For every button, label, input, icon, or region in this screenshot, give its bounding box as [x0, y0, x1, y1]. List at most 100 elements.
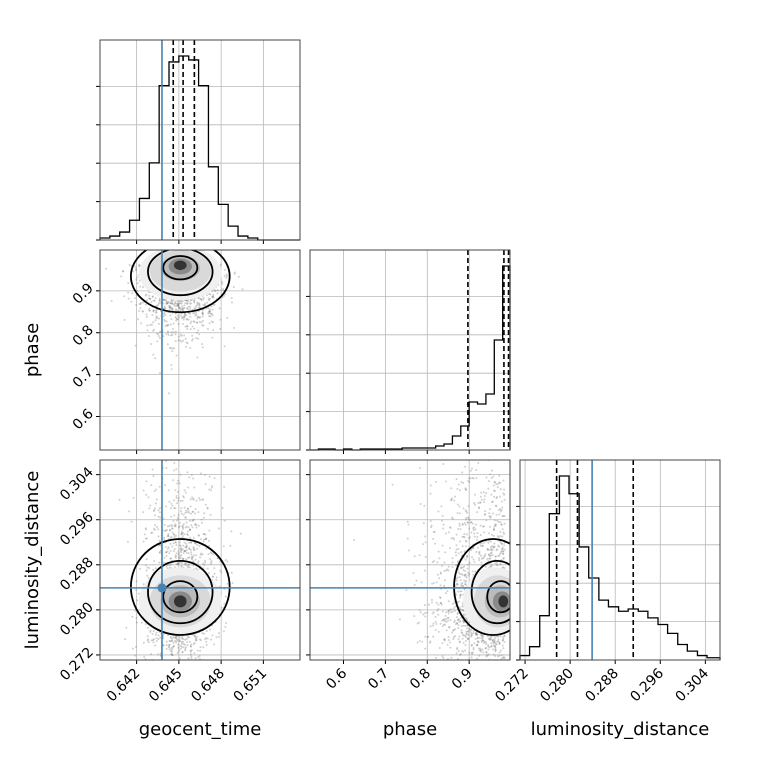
sample-point: [223, 602, 226, 605]
sample-point: [442, 462, 445, 465]
sample-point: [196, 337, 199, 340]
sample-point: [183, 506, 186, 509]
sample-point: [175, 468, 178, 471]
sample-point: [501, 457, 503, 459]
sample-point: [494, 649, 497, 652]
sample-point: [208, 293, 211, 296]
sample-point: [179, 309, 182, 312]
sample-point: [154, 514, 157, 517]
sample-point: [211, 484, 214, 487]
sample-point: [452, 629, 455, 632]
sample-point: [153, 490, 156, 493]
sample-point: [488, 515, 491, 518]
sample-point: [483, 641, 486, 644]
sample-point: [186, 324, 189, 327]
sample-point: [489, 554, 492, 557]
sample-point: [487, 541, 490, 544]
sample-point: [493, 519, 496, 522]
sample-point: [174, 541, 177, 544]
sample-point: [173, 304, 176, 307]
sample-point: [499, 541, 502, 544]
x-tick-label-geocent_time: 0.642: [104, 666, 144, 706]
sample-point: [461, 631, 464, 634]
sample-point: [465, 533, 468, 536]
sample-point: [500, 551, 503, 554]
sample-point: [190, 524, 193, 527]
sample-point: [155, 442, 157, 444]
sample-point: [127, 297, 130, 300]
sample-point: [192, 548, 195, 551]
density-level-4: [498, 595, 509, 608]
sample-point: [170, 318, 173, 321]
contour-0: [453, 538, 510, 636]
sample-point: [434, 628, 437, 631]
sample-point: [187, 507, 190, 510]
sample-point: [428, 641, 431, 644]
sample-point: [200, 298, 203, 301]
sample-point: [166, 567, 169, 570]
sample-point: [154, 524, 157, 527]
sample-point: [178, 302, 181, 305]
sample-point: [195, 639, 198, 642]
y-tick-label-luminosity_distance: 0.280: [57, 599, 97, 639]
sample-point: [172, 542, 175, 545]
sample-point: [448, 626, 451, 629]
sample-point: [486, 676, 488, 678]
sample-point: [458, 524, 461, 527]
sample-point: [498, 545, 501, 548]
sample-point: [458, 505, 461, 508]
sample-point: [203, 632, 206, 635]
sample-point: [135, 278, 138, 281]
sample-point: [193, 549, 196, 552]
sample-point: [465, 579, 468, 582]
sample-point: [152, 329, 155, 332]
histogram-step-geocent_time: [99, 55, 300, 241]
sample-point: [443, 584, 446, 587]
sample-point: [467, 563, 470, 566]
sample-point: [487, 553, 490, 556]
sample-point: [202, 533, 205, 536]
sample-point: [478, 664, 480, 666]
sample-point: [192, 320, 195, 323]
sample-point: [493, 495, 496, 498]
sample-point: [499, 482, 502, 485]
sample-point: [149, 504, 152, 507]
sample-point: [449, 608, 452, 611]
sample-point: [464, 649, 467, 652]
sample-point: [457, 568, 460, 571]
sample-point: [456, 590, 459, 593]
sample-point: [152, 630, 155, 633]
sample-point: [146, 299, 149, 302]
sample-point: [165, 300, 168, 303]
sample-point: [146, 635, 149, 638]
sample-point: [206, 506, 209, 509]
sample-point: [464, 617, 467, 620]
sample-point: [460, 567, 463, 570]
sample-point: [460, 624, 463, 627]
sample-point: [192, 536, 195, 539]
sample-point: [205, 537, 208, 540]
sample-point: [199, 639, 202, 642]
sample-point: [439, 596, 442, 599]
sample-point: [182, 646, 185, 649]
sample-point: [502, 637, 505, 640]
sample-point: [201, 324, 204, 327]
sample-point: [441, 655, 444, 658]
sample-point: [484, 510, 487, 513]
sample-point: [464, 509, 467, 512]
scatter-content: [100, 442, 300, 660]
sample-point: [212, 295, 215, 298]
sample-point: [190, 655, 193, 658]
sample-point: [154, 502, 157, 505]
sample-point: [182, 318, 185, 321]
sample-point: [454, 585, 457, 588]
sample-point: [195, 639, 198, 642]
sample-point: [122, 270, 125, 273]
x-tick-label-geocent_time: 0.648: [188, 666, 228, 706]
sample-point: [492, 653, 495, 656]
sample-point: [155, 637, 158, 640]
sample-point: [199, 316, 202, 319]
sample-point: [142, 641, 145, 644]
sample-point: [149, 629, 152, 632]
sample-point: [450, 611, 453, 614]
